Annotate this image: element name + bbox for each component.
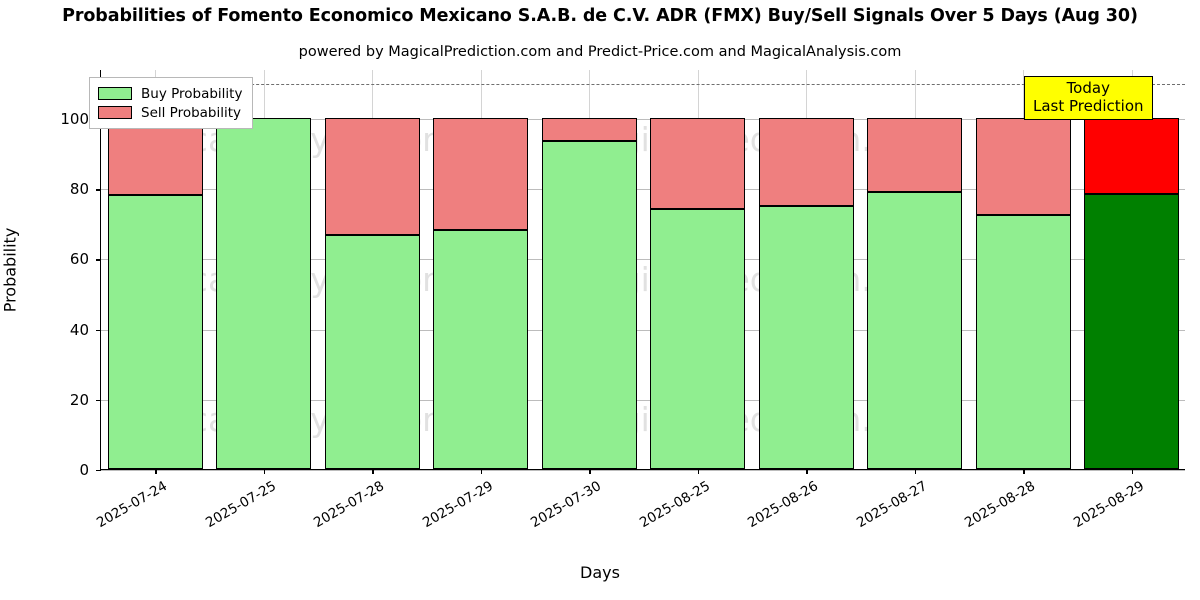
bar-group[interactable] [541,69,637,469]
y-axis-label: Probability [0,227,20,313]
bar-group[interactable] [975,69,1071,469]
bar-segment-buy[interactable] [867,191,963,469]
x-axis-tick-mark [1131,469,1134,474]
grid-line-horizontal [101,329,1185,331]
bar-group[interactable] [216,69,312,469]
bar-group[interactable] [650,69,746,469]
bar-segment-sell[interactable] [107,118,203,195]
grid-line-horizontal [101,189,1185,191]
y-axis-tick-label: 100 [60,110,89,129]
bar-segment-sell[interactable] [433,118,529,231]
y-axis-tick-label: 40 [69,320,89,339]
legend-item-buy: Buy Probability [98,84,242,103]
y-axis-tick-label: 20 [69,390,89,409]
y-axis-tick-mark [96,470,101,472]
x-axis-tick-mark [589,469,591,474]
bar-segment-buy[interactable] [433,230,529,469]
bar-segment-buy[interactable] [324,235,420,469]
bar-segment-sell[interactable] [541,118,637,141]
y-axis-tick-mark [96,329,101,331]
bar-group[interactable] [433,69,529,469]
legend-swatch-buy-icon [98,87,132,100]
bar-segment-buy[interactable] [541,140,637,469]
x-axis-tick-label: 2025-08-28 [962,478,1039,532]
x-axis-tick-label: 2025-07-25 [202,478,279,532]
y-axis-tick-mark [96,189,101,191]
x-axis-tick-mark [806,469,808,474]
bar-group[interactable] [867,69,963,469]
x-axis-tick-label: 2025-08-26 [745,478,822,532]
bar-segment-sell[interactable] [650,118,746,210]
y-axis-label-wrap: Probability [1,70,42,470]
y-axis-tick-mark [96,259,101,261]
bar-segment-sell[interactable] [324,118,420,236]
x-axis-tick-mark [1023,469,1025,474]
grid-line-horizontal [101,119,1185,121]
x-axis-tick-mark [263,469,266,474]
chart-legend: Buy Probability Sell Probability [89,77,254,129]
bar-segment-sell[interactable] [1084,118,1180,194]
y-axis-tick-mark [96,399,101,402]
x-axis-tick-label: 2025-08-27 [853,478,930,532]
x-axis-tick-label: 2025-07-30 [528,478,605,532]
grid-line-horizontal [101,399,1185,401]
today-annotation: Today Last Prediction [1024,76,1153,121]
bar-segment-sell[interactable] [867,118,963,192]
bar-segment-buy[interactable] [650,209,746,469]
reference-line [101,84,1185,86]
bar-segment-buy[interactable] [975,214,1071,469]
x-axis-tick-label: 2025-07-28 [311,478,388,532]
y-axis-tick-label: 0 [79,461,89,479]
bar-group[interactable] [758,69,854,469]
x-axis-tick-mark [697,469,700,474]
legend-label-sell: Sell Probability [141,104,242,121]
grid-line-horizontal [101,259,1185,261]
legend-swatch-sell-icon [98,106,132,119]
x-axis-tick-mark [155,469,157,474]
x-axis-tick-mark [480,469,483,474]
today-annotation-line2: Last Prediction [1033,96,1144,115]
bar-segment-buy[interactable] [1084,193,1180,469]
x-axis-tick-mark [372,469,374,474]
x-axis-tick-mark [914,469,917,474]
y-axis-tick-label: 80 [69,180,89,199]
bar-group[interactable] [1084,69,1180,469]
bar-group[interactable] [324,69,420,469]
x-axis-tick-label: 2025-08-25 [636,478,713,532]
bar-group[interactable] [107,69,203,469]
legend-item-sell: Sell Probability [98,103,242,122]
x-axis-tick-label: 2025-07-29 [419,478,496,532]
bar-segment-buy[interactable] [216,118,312,469]
x-axis-tick-label: 2025-07-24 [94,478,171,532]
bar-segment-sell[interactable] [758,118,854,206]
page-title: Probabilities of Fomento Economico Mexic… [62,6,1138,26]
y-axis-tick-label: 60 [69,250,89,269]
chart-subtitle: powered by MagicalPrediction.com and Pre… [298,44,902,60]
bar-segment-buy[interactable] [107,194,203,469]
x-axis-tick-label: 2025-08-29 [1070,478,1147,532]
x-axis-label: Days [580,563,620,582]
legend-label-buy: Buy Probability [141,85,243,102]
plot-area: MagicalAnalysis.comMagicalPrediction.com… [60,69,1185,479]
bar-segment-buy[interactable] [758,205,854,469]
grid-line-horizontal [101,470,1185,471]
bar-segment-sell[interactable] [975,118,1071,215]
today-annotation-line1: Today [1066,79,1110,97]
